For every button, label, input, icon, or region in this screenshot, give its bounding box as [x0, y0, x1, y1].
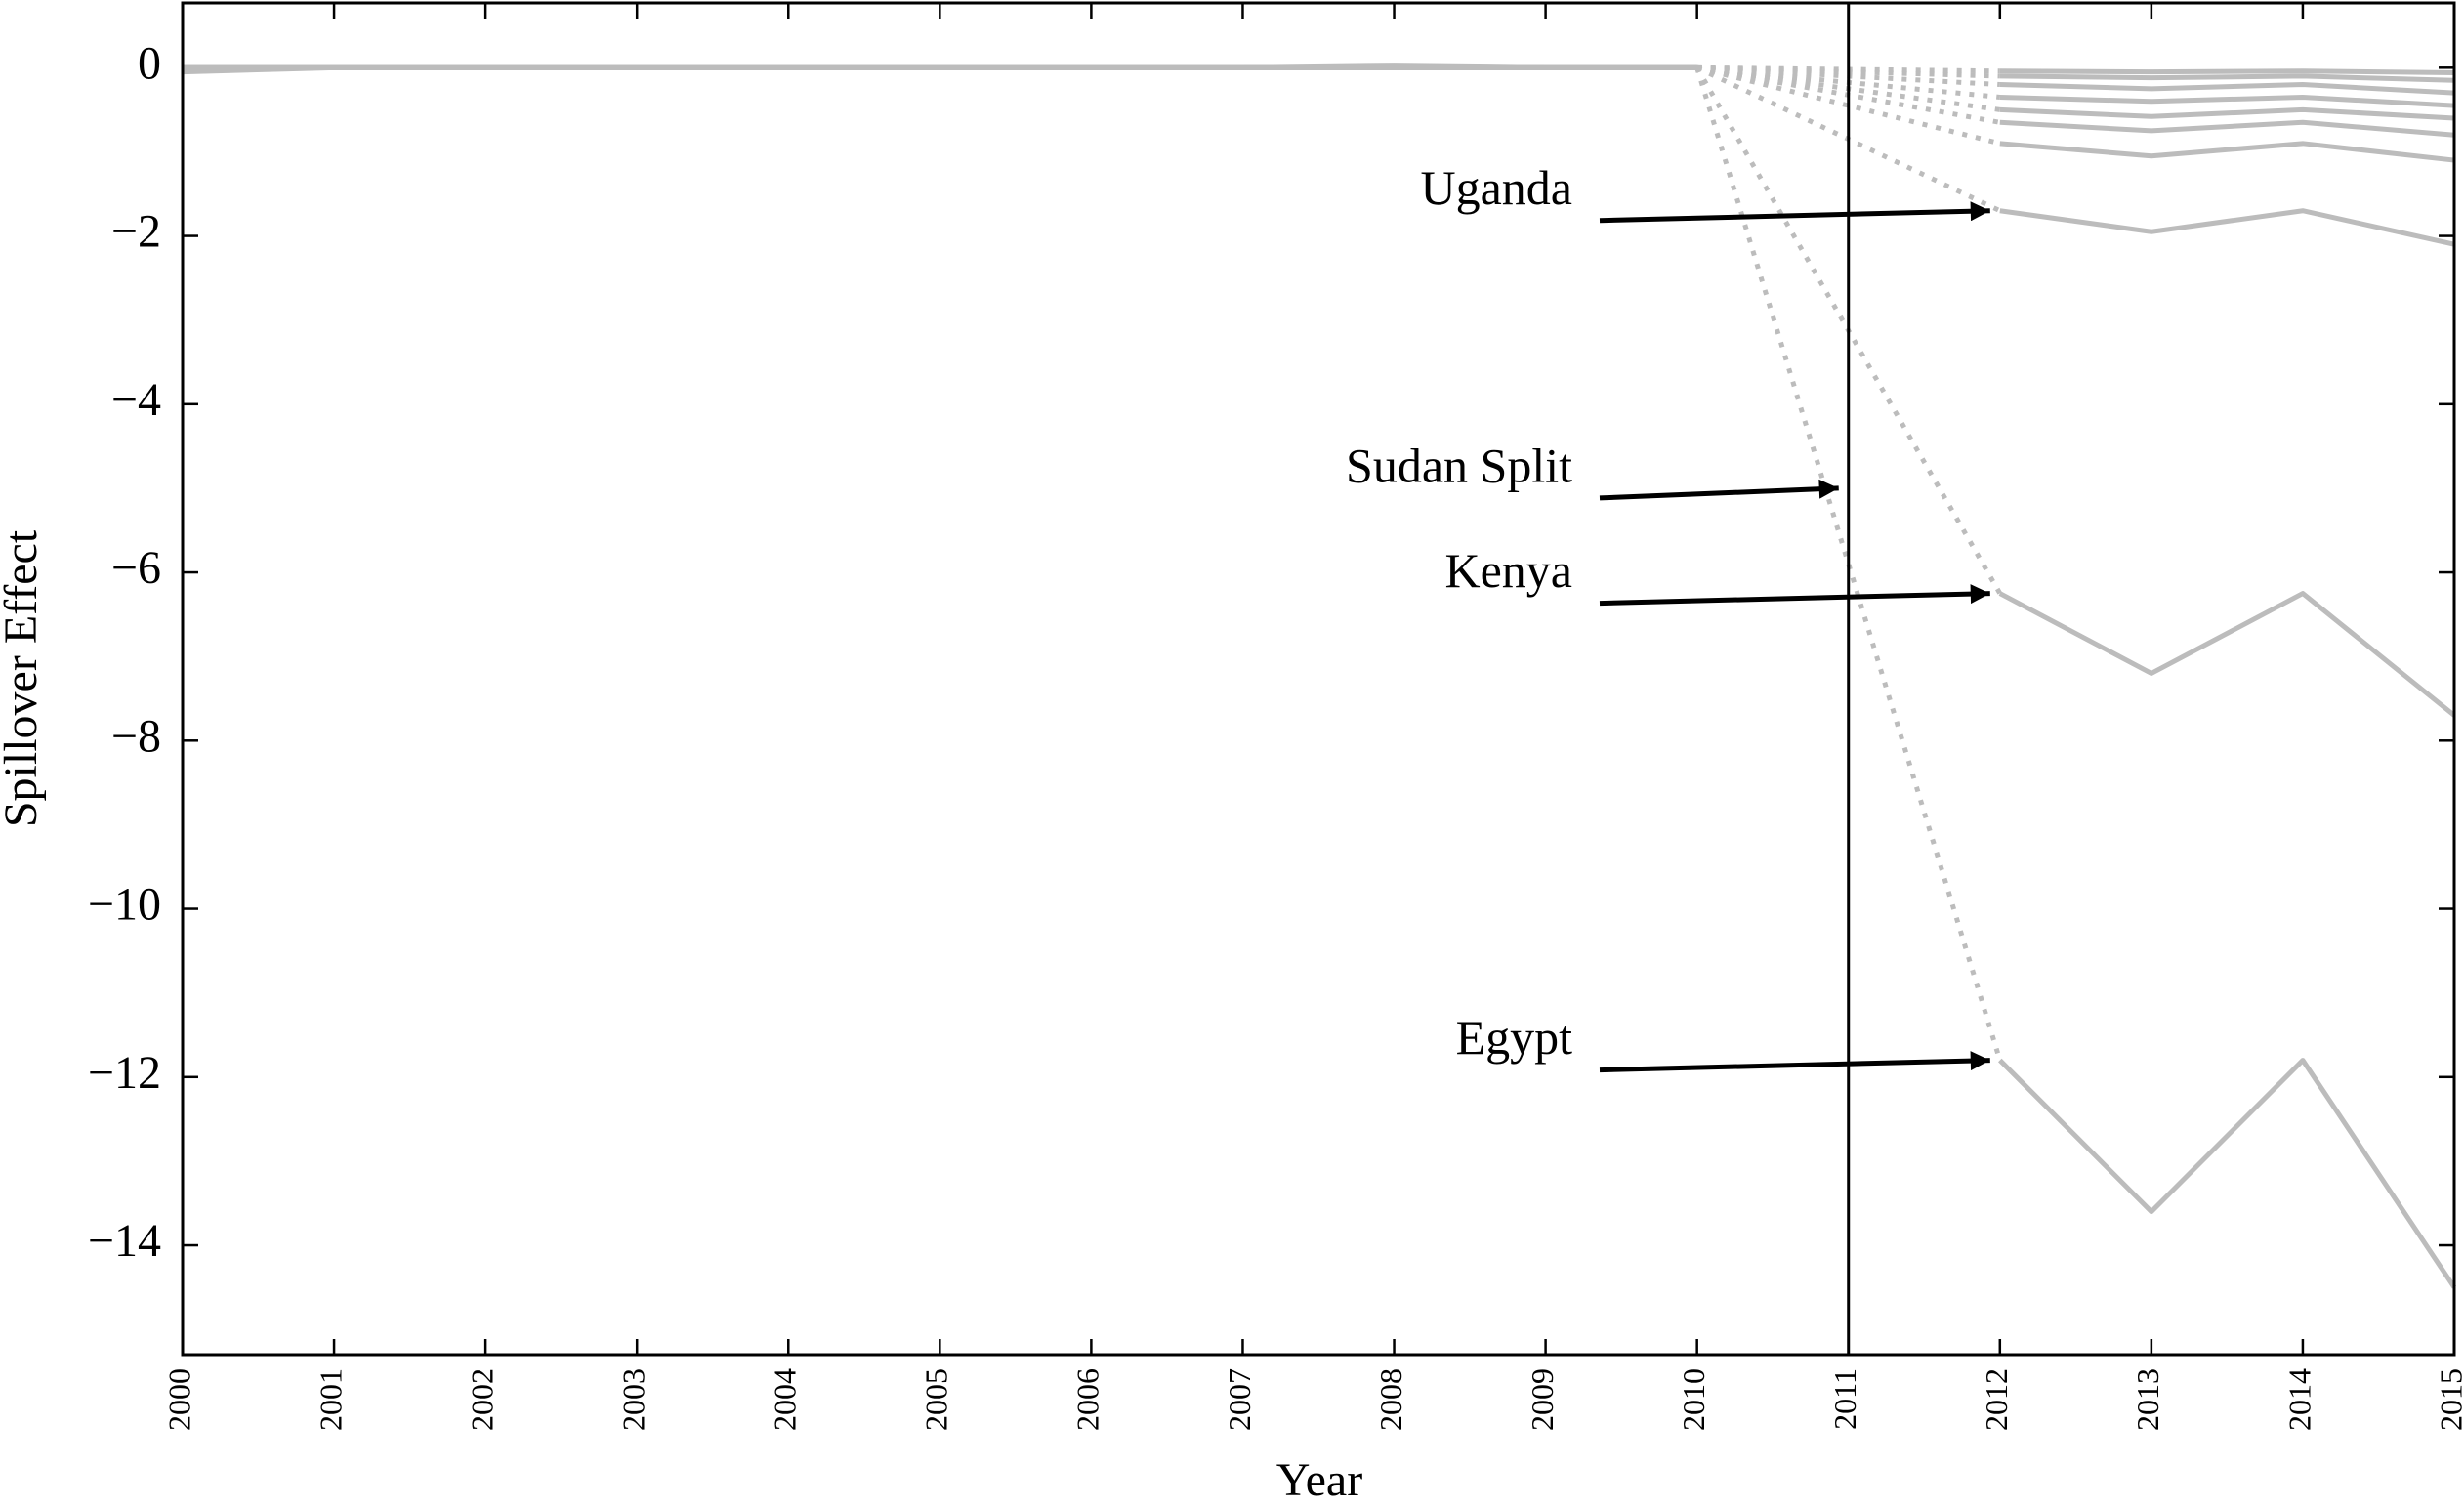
annotation-label: Egypt — [1456, 1010, 1573, 1065]
plot-frame — [181, 1, 2456, 1357]
y-tick-label: −6 — [111, 542, 161, 594]
annotation-label: Sudan Split — [1346, 438, 1572, 492]
x-tick-label: 2003 — [616, 1368, 651, 1431]
y-tick-label: −14 — [88, 1215, 161, 1267]
x-tick-label: 2014 — [2281, 1368, 2317, 1431]
series-line — [1999, 94, 2455, 108]
x-tick-label: 2012 — [1979, 1368, 2014, 1431]
x-axis-label: Year — [1276, 1454, 1362, 1506]
series-line — [1999, 73, 2455, 83]
series-line — [1999, 208, 2455, 247]
x-tick-label: 2004 — [768, 1368, 803, 1431]
y-tick-label: −4 — [111, 374, 161, 426]
y-tick-label: −2 — [111, 206, 161, 258]
annotation-arrow — [1599, 479, 1839, 501]
x-tick-label: 2007 — [1222, 1368, 1257, 1431]
x-tick-label: 2011 — [1827, 1368, 1862, 1430]
x-tick-label: 2002 — [464, 1368, 499, 1431]
annotation-label: Uganda — [1421, 160, 1573, 215]
series-line — [1999, 119, 2455, 138]
annotation-arrow — [1599, 584, 1990, 607]
y-axis-label: Spillover Effect — [0, 529, 47, 827]
series-line — [1999, 141, 2455, 163]
series-line — [1999, 68, 2455, 75]
series-line — [1999, 106, 2455, 121]
x-tick-label: 2000 — [161, 1368, 196, 1431]
x-tick-label: 2005 — [919, 1368, 954, 1431]
x-tick-label: 2008 — [1373, 1368, 1408, 1431]
x-tick-label: 2001 — [313, 1368, 348, 1431]
gap-bridge — [1694, 66, 2003, 1062]
x-tick-label: 2006 — [1070, 1368, 1106, 1431]
y-tick-label: −12 — [88, 1047, 161, 1099]
series-line — [1999, 82, 2455, 96]
annotation-label: Kenya — [1445, 543, 1573, 598]
gap-bridge — [1696, 64, 2001, 147]
series-line — [1998, 1058, 2457, 1289]
series-line — [1998, 591, 2456, 718]
y-tick-label: 0 — [138, 37, 161, 89]
x-tick-label: 2009 — [1524, 1368, 1560, 1431]
x-tick-label: 2010 — [1676, 1368, 1711, 1431]
x-tick-label: 2013 — [2130, 1368, 2165, 1431]
y-tick-label: −8 — [111, 710, 161, 762]
annotation-arrow — [1599, 1051, 1990, 1073]
y-tick-label: −10 — [88, 879, 161, 931]
x-tick-label: 2015 — [2433, 1368, 2464, 1431]
annotation-arrow — [1599, 201, 1990, 224]
